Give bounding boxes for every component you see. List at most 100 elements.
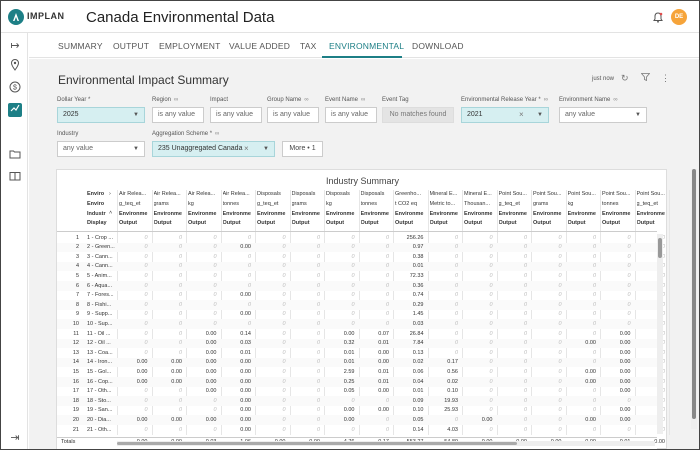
row-number: 19: [72, 407, 79, 414]
column-header: Environme: [360, 210, 389, 217]
table-cell: 0.38: [412, 253, 424, 260]
tab-output[interactable]: OUTPUT: [113, 41, 150, 51]
sort-icon[interactable]: ˄: [109, 210, 113, 216]
chevron-right-icon[interactable]: ›: [109, 191, 111, 197]
table-vertical-scrollbar[interactable]: [657, 234, 663, 434]
location-pin-icon[interactable]: [8, 59, 22, 73]
aggregation-select[interactable]: 235 Unaggregated Canada × ▼: [152, 141, 275, 157]
more-options-icon[interactable]: ⋮: [661, 73, 670, 83]
logout-icon[interactable]: ⇥: [10, 432, 20, 444]
column-header[interactable]: Mineral E...: [429, 191, 458, 197]
table-cell: 0: [592, 272, 596, 279]
column-header[interactable]: Air Relea...: [188, 191, 216, 197]
region-filter[interactable]: is any value: [152, 107, 204, 123]
table-row[interactable]: 2 2 - Green... 0 0 0 0.00 0 0 0 0 0.97 0 0 0 0 0 0 0: [57, 242, 665, 253]
tab-environmental[interactable]: ENVIRONMENTAL: [329, 41, 405, 51]
table-row[interactable]: 1 1 - Crop ... 0 0 0 0 0 0 0 0 256.26 0 0 0 0 0 0 0: [57, 233, 665, 243]
clear-icon[interactable]: ×: [519, 110, 524, 119]
folder-icon[interactable]: [8, 149, 22, 163]
table-cell: 0.10: [447, 388, 458, 395]
bell-icon[interactable]: [653, 10, 663, 28]
tab-tax[interactable]: TAX: [300, 41, 317, 51]
table-row[interactable]: 11 11 - Oil ... 0 0 0.00 0.14 0 0 0.00 0.07 26.84 0…: [57, 329, 665, 339]
table-cell: 0: [213, 320, 217, 327]
book-icon[interactable]: [8, 171, 22, 185]
dollar-icon[interactable]: $: [8, 81, 22, 95]
column-divider: [531, 190, 532, 435]
industry-name: 3 - Cann...: [87, 253, 113, 260]
tab-value-added[interactable]: VALUE ADDED: [229, 41, 291, 51]
column-header[interactable]: Disposals: [257, 191, 281, 197]
table-cell: 0.06: [412, 368, 424, 375]
table-row[interactable]: 16 16 - Cop... 0.00 0.00 0.00 0.00 0 0 0.25 0.01 0…: [57, 377, 665, 387]
table-row[interactable]: 6 6 - Aqua... 0 0 0 0 0 0 0 0 0.36 0 0 0 0 0 0 0: [57, 281, 665, 291]
table-title: Industry Summary: [325, 176, 400, 186]
table-row[interactable]: 9 9 - Supp... 0 0 0 0.00 0 0 0 0 1.45 0 0 0 0 0 0 0: [57, 310, 665, 320]
column-header[interactable]: Greenho...: [395, 191, 421, 197]
column-header[interactable]: Disposals: [291, 191, 316, 197]
table-cell: 0: [558, 272, 562, 279]
header-divider: [57, 231, 657, 232]
column-header[interactable]: Point Sou...: [498, 191, 527, 197]
clear-icon[interactable]: ×: [244, 144, 249, 153]
column-header[interactable]: Disposals: [360, 191, 385, 197]
totals-label: Totals: [61, 439, 76, 446]
table-row[interactable]: 4 4 - Cann... 0 0 0 0 0 0 0 0 0.01 0 0 0 0 0 0 0: [57, 261, 665, 272]
column-header[interactable]: Point Sou...: [602, 191, 631, 197]
filter-icon[interactable]: [640, 73, 651, 83]
table-cell: 0: [213, 282, 217, 289]
column-header[interactable]: Mineral E...: [464, 191, 492, 197]
group-name-filter[interactable]: is any value: [267, 107, 319, 123]
table-row[interactable]: 18 18 - Sto... 0 0 0 0.00 0 0 0 0 0.09 19.93 0 0 0 0 0 0: [57, 396, 665, 406]
column-header[interactable]: Point Sou...: [567, 191, 596, 197]
more-filters-button[interactable]: More • 1: [282, 141, 323, 157]
column-header[interactable]: Disposals: [326, 191, 350, 197]
table-row[interactable]: 13 13 - Coa... 0 0 0.00 0.01 0 0 0.01 0.00 0.13 0 0 0…: [57, 348, 665, 358]
column-divider: [255, 190, 256, 435]
table-cell: 0: [178, 388, 182, 395]
tab-download[interactable]: DOWNLOAD: [412, 41, 464, 51]
tab-employment[interactable]: EMPLOYMENT: [159, 41, 221, 51]
page-scrollbar[interactable]: [691, 169, 697, 429]
column-header[interactable]: Air Relea...: [153, 191, 181, 197]
table-row[interactable]: 19 19 - San... 0 0 0 0.00 0 0 0.00 0.00 0.10 25.93 0…: [57, 406, 665, 416]
column-header[interactable]: Point Sou...: [636, 191, 665, 197]
table-row[interactable]: 10 10 - Sup... 0 0 0 0 0 0 0 0 0.03 0 0 0 0 0 0 0: [57, 319, 665, 329]
scroll-thumb[interactable]: [117, 442, 517, 445]
release-year-select[interactable]: 2021 × ▼: [461, 107, 549, 123]
user-avatar[interactable]: DE: [671, 9, 687, 25]
env-name-select[interactable]: any value ▼: [559, 107, 647, 123]
table-row[interactable]: 8 8 - Fishi... 0 0 0 0 0 0 0 0 0.29 0 0 0 0 0 0 0: [57, 300, 665, 310]
table-row[interactable]: 5 5 - Anim... 0 0 0 0 0 0 0 0 72.33 0 0 0 0 0 0 0: [57, 271, 665, 281]
row-number: 9: [75, 311, 79, 318]
table-row[interactable]: 12 12 - Oil ... 0 0 0.00 0.03 0 0 0.32 0.01 7.84 0 0…: [57, 338, 665, 349]
impact-filter[interactable]: is any value: [210, 107, 262, 123]
refresh-icon[interactable]: ↻: [621, 73, 629, 83]
table-row[interactable]: 14 14 - Iron... 0.00 0.00 0.00 0.00 0 0 0.01 0.00…: [57, 357, 665, 368]
column-divider: [289, 190, 291, 435]
event-name-filter[interactable]: is any value: [325, 107, 377, 123]
table-row[interactable]: 3 3 - Cann... 0 0 0 0 0 0 0 0 0.38 0 0 0 0 0 0 0: [57, 252, 665, 262]
column-header[interactable]: Air Relea...: [119, 191, 147, 197]
tab-summary[interactable]: SUMMARY: [58, 41, 103, 51]
scroll-thumb[interactable]: [658, 238, 662, 258]
table-row[interactable]: 7 7 - Fores... 0 0 0 0.00 0 0 0 0 0.74 0 0 0 0 0 0 0: [57, 291, 665, 301]
chart-icon[interactable]: [8, 103, 22, 117]
expand-icon[interactable]: ↦: [10, 40, 20, 52]
industry-name: 5 - Anim...: [87, 272, 112, 279]
column-header[interactable]: Point Sou...: [533, 191, 562, 197]
table-row[interactable]: 20 20 - Dia... 0.00 0.00 0.00 0.00 0 0 0.00 0 0.05…: [57, 415, 665, 425]
column-header: Output: [636, 220, 655, 227]
table-cell: 0.00: [240, 292, 251, 299]
column-header[interactable]: Air Relea...: [222, 191, 250, 197]
table-row[interactable]: 17 17 - Oth... 0 0 0.00 0.00 0 0 0.05 0.00 0.01 0.1…: [57, 387, 665, 397]
table-row[interactable]: 15 15 - Gol... 0.00 0.00 0.00 0.00 0 0 2.59 0.01 0…: [57, 367, 665, 377]
table-cell: 0: [489, 397, 493, 404]
implan-logo[interactable]: [8, 9, 24, 25]
industry-select[interactable]: any value ▼: [57, 141, 145, 157]
scroll-thumb[interactable]: [692, 169, 696, 419]
table-horizontal-scrollbar[interactable]: [117, 441, 655, 446]
dollar-year-select[interactable]: 2025 ▼: [57, 107, 145, 123]
table-row[interactable]: 21 21 - Oth... 0 0 0 0.00 0 0 0 0 0.14 4.03 0 0 0 0 0 0: [57, 425, 665, 435]
table-cell: 0: [489, 407, 493, 414]
